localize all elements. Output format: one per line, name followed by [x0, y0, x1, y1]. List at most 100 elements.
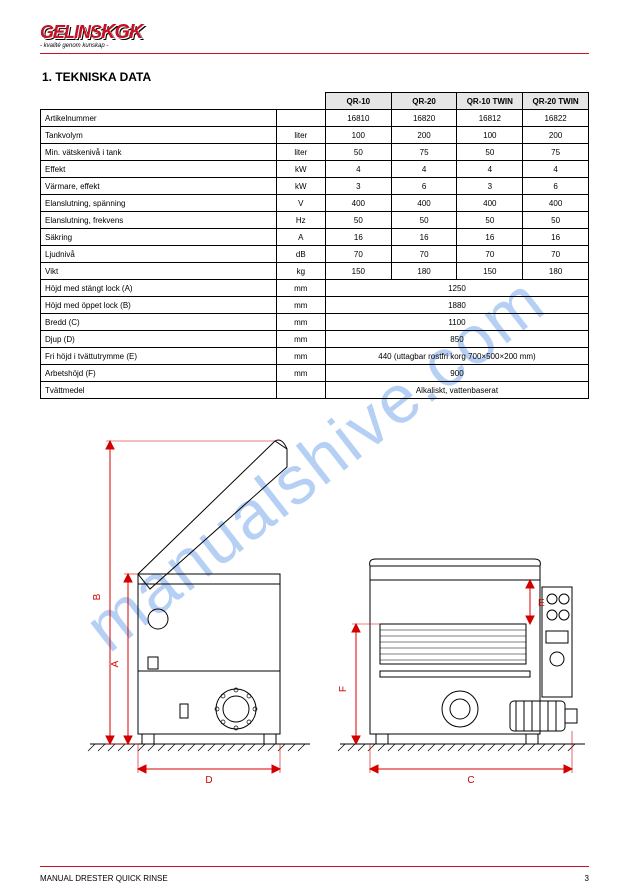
diagram-svg: B A D C [40, 409, 589, 789]
row-value: 75 [391, 144, 457, 161]
table-row: Arbetshöjd (F)mm900 [41, 365, 589, 382]
row-label: Elanslutning, frekvens [41, 212, 277, 229]
row-unit: kW [276, 178, 325, 195]
header-model-3: QR-20 TWIN [523, 93, 589, 110]
header-model-0: QR-10 [325, 93, 391, 110]
table-row: Fri höjd i tvättutrymme (E)mm440 (uttagb… [41, 348, 589, 365]
row-label: Fri höjd i tvättutrymme (E) [41, 348, 277, 365]
footer-rule [40, 866, 589, 867]
row-value: 50 [325, 212, 391, 229]
row-merged-value: 1250 [325, 280, 588, 297]
row-value: 50 [523, 212, 589, 229]
row-value: 50 [457, 144, 523, 161]
row-label: Vikt [41, 263, 277, 280]
row-value: 400 [325, 195, 391, 212]
row-value: 6 [391, 178, 457, 195]
row-value: 180 [523, 263, 589, 280]
row-unit: kW [276, 161, 325, 178]
table-row: SäkringA16161616 [41, 229, 589, 246]
row-value: 400 [391, 195, 457, 212]
row-value: 400 [523, 195, 589, 212]
table-row: Höjd med stängt lock (A)mm1250 [41, 280, 589, 297]
row-value: 200 [391, 127, 457, 144]
header-blank-1 [41, 93, 277, 110]
row-label: Höjd med öppet lock (B) [41, 297, 277, 314]
row-value: 50 [391, 212, 457, 229]
row-value: 3 [457, 178, 523, 195]
row-value: 100 [325, 127, 391, 144]
row-merged-value: 440 (uttagbar rostfri korg 700×500×200 m… [325, 348, 588, 365]
row-unit: mm [276, 280, 325, 297]
page-footer: MANUAL DRESTER QUICK RINSE 3 [40, 874, 589, 883]
row-label: Tvättmedel [41, 382, 277, 399]
row-unit: mm [276, 331, 325, 348]
row-label: Djup (D) [41, 331, 277, 348]
row-value: 180 [391, 263, 457, 280]
row-value: 4 [457, 161, 523, 178]
header-rule [40, 53, 589, 54]
row-unit [276, 110, 325, 127]
row-value: 3 [325, 178, 391, 195]
row-value: 400 [457, 195, 523, 212]
row-value: 50 [325, 144, 391, 161]
table-row: Höjd med öppet lock (B)mm1880 [41, 297, 589, 314]
table-row: Bredd (C)mm1100 [41, 314, 589, 331]
row-value: 70 [391, 246, 457, 263]
table-row: Elanslutning, frekvensHz50505050 [41, 212, 589, 229]
dim-label-B: B [92, 593, 103, 600]
row-label: Effekt [41, 161, 277, 178]
row-value: 16812 [457, 110, 523, 127]
header-blank-2 [276, 93, 325, 110]
row-value: 50 [457, 212, 523, 229]
table-row: Värmare, effektkW3636 [41, 178, 589, 195]
brand-logo: GELINSKGK - kvalité genom kunskap - [40, 20, 142, 49]
row-unit: A [276, 229, 325, 246]
row-label: Elanslutning, spänning [41, 195, 277, 212]
header-model-2: QR-10 TWIN [457, 93, 523, 110]
row-value: 4 [523, 161, 589, 178]
dimension-diagram: B A D C [40, 409, 589, 789]
row-merged-value: 1100 [325, 314, 588, 331]
row-value: 100 [457, 127, 523, 144]
row-unit: V [276, 195, 325, 212]
dim-label-E: E [538, 598, 545, 609]
row-value: 75 [523, 144, 589, 161]
row-label: Artikelnummer [41, 110, 277, 127]
dim-label-C: C [467, 775, 474, 786]
row-value: 16822 [523, 110, 589, 127]
dim-label-D: D [205, 775, 212, 786]
table-row: TvättmedelAlkaliskt, vattenbaserat [41, 382, 589, 399]
row-unit: mm [276, 348, 325, 365]
footer-left: MANUAL DRESTER QUICK RINSE [40, 874, 168, 883]
row-value: 70 [325, 246, 391, 263]
row-unit: dB [276, 246, 325, 263]
table-header-row: QR-10 QR-20 QR-10 TWIN QR-20 TWIN [41, 93, 589, 110]
header-logo-row: GELINSKGK - kvalité genom kunskap - [40, 20, 589, 49]
spec-table: QR-10 QR-20 QR-10 TWIN QR-20 TWIN Artike… [40, 92, 589, 399]
row-value: 4 [391, 161, 457, 178]
row-merged-value: 850 [325, 331, 588, 348]
row-unit: liter [276, 127, 325, 144]
brand-logo-text: GELINSKGK [40, 20, 142, 44]
row-unit [276, 382, 325, 399]
section-title: 1. TEKNISKA DATA [42, 70, 589, 84]
row-value: 150 [457, 263, 523, 280]
row-label: Höjd med stängt lock (A) [41, 280, 277, 297]
table-row: Elanslutning, spänningV400400400400 [41, 195, 589, 212]
row-unit: mm [276, 314, 325, 331]
row-label: Ljudnivå [41, 246, 277, 263]
brand-tagline: - kvalité genom kunskap - [40, 43, 142, 49]
header-model-1: QR-20 [391, 93, 457, 110]
row-label: Säkring [41, 229, 277, 246]
row-value: 200 [523, 127, 589, 144]
row-value: 16 [457, 229, 523, 246]
row-value: 150 [325, 263, 391, 280]
row-value: 16 [391, 229, 457, 246]
dim-label-F: F [338, 686, 349, 692]
page-content: GELINSKGK - kvalité genom kunskap - 1. T… [40, 20, 589, 865]
row-value: 16 [325, 229, 391, 246]
row-value: 16810 [325, 110, 391, 127]
row-label: Värmare, effekt [41, 178, 277, 195]
dim-label-A: A [110, 660, 121, 667]
row-unit: mm [276, 297, 325, 314]
